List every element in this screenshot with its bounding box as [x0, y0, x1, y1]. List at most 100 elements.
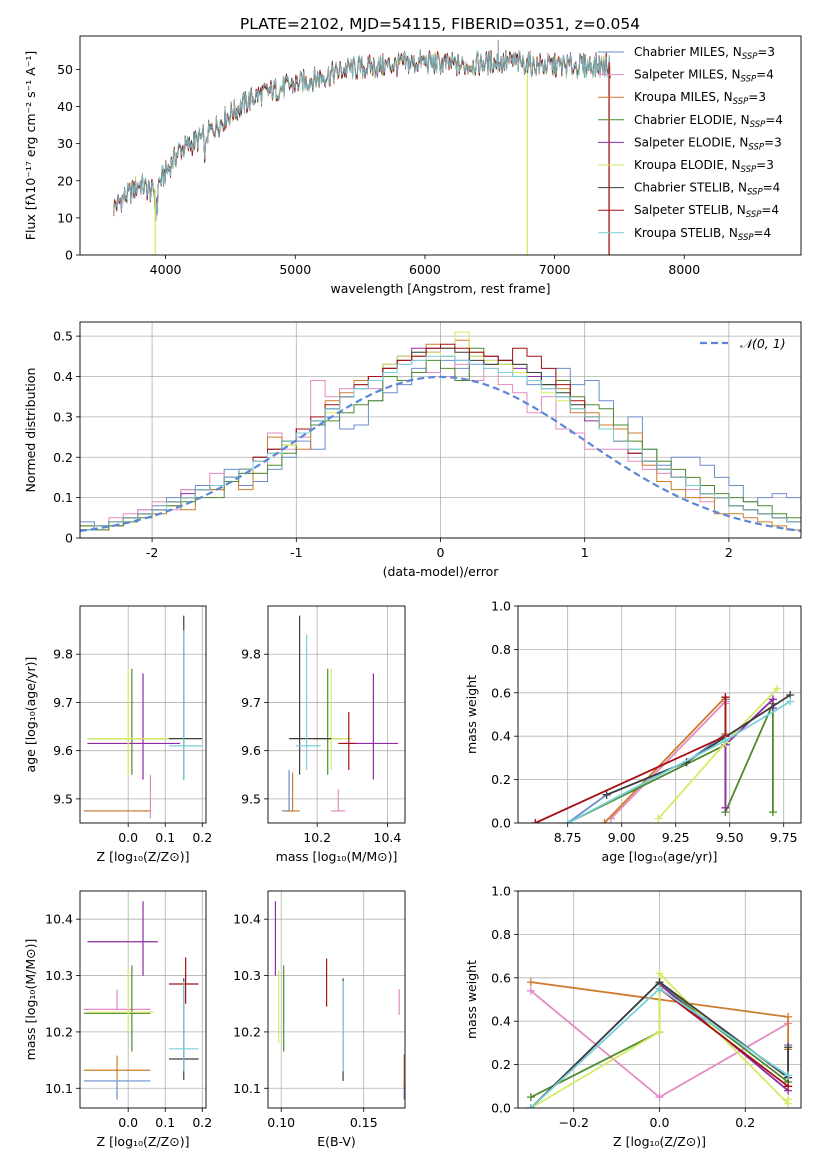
legend-subscript: SSP	[748, 142, 764, 152]
legend-label: Chabrier MILES, NSSP=3	[634, 45, 775, 62]
x-axis-label: age [log₁₀(age/yr)]	[602, 849, 718, 864]
x-axis-label: wavelength [Angstrom, rest frame]	[330, 281, 550, 296]
weight-marker	[602, 790, 611, 799]
y-axis-label: mass weight	[464, 960, 479, 1039]
x-tick-label: 10.2	[303, 830, 331, 845]
y-tick-label: 10.3	[45, 968, 73, 983]
y-tick-label: 0.8	[491, 927, 511, 942]
y-tick-label: 0.1	[53, 490, 73, 505]
x-axis-label: Z [log₁₀(Z/Z⊙)]	[97, 849, 190, 864]
legend-value: =3	[757, 45, 775, 59]
weight-series	[530, 980, 789, 1108]
legend-label: Chabrier STELIB, NSSP=4	[634, 181, 780, 198]
y-tick-label: 20	[57, 173, 73, 188]
x-axis-label: Z [log₁₀(Z/Z⊙)]	[97, 1134, 190, 1149]
weight-marker	[784, 1043, 793, 1052]
y-tick-label: 10.1	[45, 1081, 73, 1096]
weight-marker	[721, 803, 730, 812]
y-tick-label: 10.2	[233, 1024, 261, 1039]
legend-value: =3	[748, 90, 766, 104]
chart-residuals: -2 -1 0 1 2 0 0.1 0.2 0.3 0.4 0.5 (data-model)/erro…	[23, 321, 802, 579]
axes-frame	[517, 890, 802, 1109]
x-tick-label: 0.2	[735, 1115, 755, 1130]
figure-title: PLATE=2102, MJD=54115, FIBERID=0351, z=0…	[240, 15, 640, 33]
weight-lines	[531, 684, 795, 823]
legend-subscript: SSP	[741, 165, 757, 175]
y-axis-label: Flux [fλ10⁻¹⁷ erg cm⁻² s⁻¹ A⁻¹]	[23, 51, 38, 240]
x-tick-label: 6000	[409, 262, 441, 277]
legend-label: Kroupa ELODIE, NSSP=3	[634, 158, 774, 175]
y-axis-label: Normed distribution	[23, 368, 38, 493]
x-tick-label: 9.75	[770, 830, 798, 845]
weight-marker	[526, 1093, 535, 1102]
y-tick-label: 10.1	[233, 1081, 261, 1096]
legend: 𝒩(0, 1)	[700, 336, 786, 351]
legend-label: Salpeter STELIB, NSSP=4	[634, 203, 779, 220]
x-tick-label: 0.15	[350, 1115, 378, 1130]
y-axis-label: mass [log₁₀(M/M⊙)]	[23, 939, 38, 1061]
axes-frame	[79, 890, 207, 1109]
weight-marker	[526, 986, 535, 995]
legend-label: Kroupa STELIB, NSSP=4	[634, 226, 771, 243]
legend-value: =4	[761, 203, 779, 217]
weight-series	[658, 987, 789, 1088]
y-tick-label: 40	[57, 99, 73, 114]
weight-series	[530, 981, 789, 1050]
y-tick-label: 10	[57, 210, 73, 225]
x-tick-label: 0.2	[192, 1115, 212, 1130]
axes-frame	[267, 890, 406, 1109]
x-tick-label: 8000	[668, 262, 700, 277]
weight-marker	[655, 1028, 664, 1037]
x-axis-label: Z [log₁₀(Z/Z⊙)]	[613, 1134, 706, 1149]
y-tick-label: 0.4	[491, 1014, 511, 1029]
errorbars	[274, 901, 405, 1100]
legend-subscript: SSP	[741, 75, 757, 85]
x-tick-label: 0	[437, 545, 445, 560]
x-tick-label: 8.75	[554, 830, 582, 845]
y-tick-label: 9.5	[53, 791, 73, 806]
weight-marker	[786, 697, 795, 706]
weight-marker	[655, 969, 664, 978]
errorbars	[83, 901, 199, 1100]
legend-subscript: SSP	[733, 97, 749, 107]
x-tick-label: -2	[146, 545, 158, 560]
x-tick-label: 0.0	[118, 830, 138, 845]
y-axis-label: age [log₁₀(age/yr)]	[23, 657, 38, 773]
chart-spectrum: 4000 5000 6000 7000 8000 0 10 20 30 40 50 wavelengt…	[23, 35, 802, 296]
x-tick-label: -1	[290, 545, 302, 560]
x-tick-label: 5000	[279, 262, 311, 277]
legend-value: =3	[764, 135, 782, 149]
y-tick-label: 0.6	[491, 970, 511, 985]
legend-subscript: SSP	[746, 210, 762, 220]
x-tick-label: 0.2	[192, 830, 212, 845]
y-tick-label: 0	[65, 248, 73, 263]
weight-marker	[721, 736, 730, 745]
y-tick-label: 9.6	[53, 743, 73, 758]
weight-marker	[655, 984, 664, 993]
y-tick-label: 0.0	[491, 1101, 511, 1116]
y-tick-label: 1.0	[491, 884, 511, 899]
weight-marker	[784, 1082, 793, 1091]
chart-age-vs-mass: 10.2 10.4 9.5 9.6 9.7 9.8 mass [log₁₀(M/M⊙)]	[241, 605, 406, 864]
weight-marker	[526, 978, 535, 987]
chart-mass-weight-vs-age: 8.75 9.00 9.25 9.50 9.75 0.0 0.2 0.4 0.6 0.8 1.0 ag…	[464, 599, 802, 864]
x-tick-label: 0.0	[118, 1115, 138, 1130]
legend-value: =4	[763, 181, 781, 195]
weight-marker	[654, 814, 663, 823]
y-tick-label: 30	[57, 136, 73, 151]
x-tick-label: −0.2	[559, 1115, 589, 1130]
y-axis-label: mass weight	[464, 675, 479, 754]
x-tick-label: 0.0	[650, 1115, 670, 1130]
y-tick-label: 10.3	[233, 968, 261, 983]
x-tick-label: 1	[581, 545, 589, 560]
axes-frame	[517, 605, 802, 824]
x-axis-label: mass [log₁₀(M/M⊙)]	[276, 849, 398, 864]
weight-marker	[600, 819, 609, 823]
y-tick-label: 0.5	[53, 329, 73, 344]
legend-value: =3	[756, 158, 774, 172]
legend-subscript: SSP	[747, 188, 763, 198]
y-tick-label: 10.4	[233, 912, 261, 927]
x-tick-label: 0.10	[267, 1115, 295, 1130]
y-tick-label: 0.2	[491, 772, 511, 787]
